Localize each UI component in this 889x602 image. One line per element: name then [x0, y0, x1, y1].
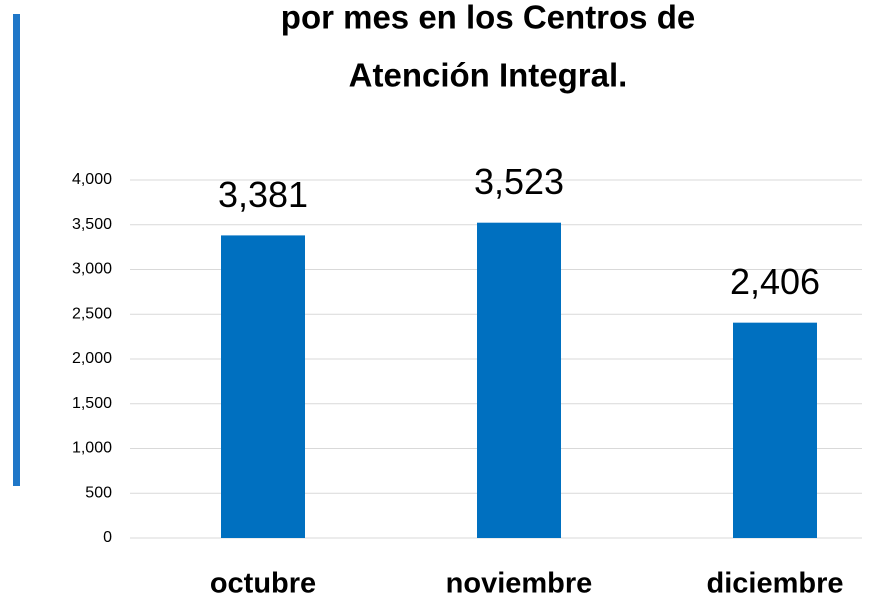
- y-tick-label: 1,500: [72, 395, 112, 412]
- y-tick-label: 1,000: [72, 440, 112, 457]
- x-tick-label: octubre: [210, 568, 316, 600]
- y-tick-label: 3,000: [72, 261, 112, 278]
- x-tick-label: diciembre: [707, 568, 844, 600]
- x-tick-label: noviembre: [446, 568, 593, 600]
- accent-bar: [13, 14, 20, 486]
- bar: [733, 322, 817, 538]
- chart-title-line: Atención Integral.: [349, 57, 628, 94]
- y-tick-label: 4,000: [72, 171, 112, 188]
- data-label: 3,523: [474, 161, 564, 202]
- bar: [221, 235, 305, 538]
- bar: [477, 222, 561, 538]
- y-tick-label: 3,500: [72, 216, 112, 233]
- y-tick-label: 2,000: [72, 350, 112, 367]
- chart-title-line: por mes en los Centros de: [281, 0, 695, 36]
- y-tick-label: 2,500: [72, 305, 112, 322]
- data-label: 3,381: [218, 174, 308, 215]
- y-tick-label: 500: [85, 484, 112, 501]
- data-label: 2,406: [730, 261, 820, 302]
- y-tick-label: 0: [103, 529, 112, 546]
